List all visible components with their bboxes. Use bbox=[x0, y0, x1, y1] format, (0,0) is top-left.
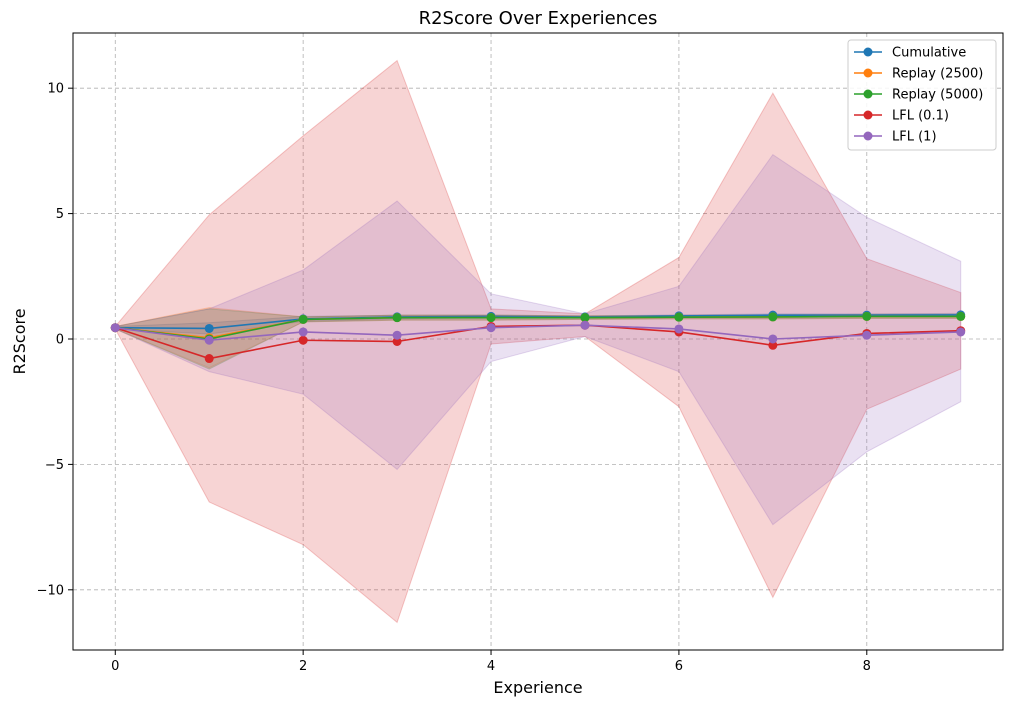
point-replay-5000 bbox=[392, 313, 402, 323]
point-cumulative bbox=[204, 323, 214, 333]
legend-box bbox=[847, 39, 997, 151]
y-tick-label: 10 bbox=[47, 82, 64, 97]
axis-ticks: 0 2 4 6 8 −10 −5 0 5 10 bbox=[37, 82, 871, 674]
legend: Cumulative Replay (2500) Replay (5000) LFL … bbox=[847, 39, 997, 151]
band-lfl-0-1 bbox=[114, 59, 962, 624]
legend-marker-lfl-1 bbox=[863, 131, 873, 141]
point-lfl-0-1 bbox=[298, 335, 308, 345]
point-replay-5000 bbox=[580, 313, 590, 323]
x-axis-label: Experience bbox=[493, 678, 582, 697]
y-tick-label: 0 bbox=[56, 332, 64, 347]
legend-label-lfl-0-1: LFL (0.1) bbox=[892, 109, 949, 124]
plot-frame bbox=[72, 32, 1004, 651]
point-replay-5000 bbox=[298, 314, 308, 324]
point-lfl-0-1 bbox=[204, 354, 214, 364]
point-lfl-1 bbox=[486, 323, 496, 333]
point-replay-5000 bbox=[486, 313, 496, 323]
point-replay-5000 bbox=[956, 311, 966, 321]
band-lfl-1 bbox=[114, 153, 962, 526]
point-replay-5000 bbox=[768, 312, 778, 322]
point-lfl-0-1 bbox=[768, 340, 778, 350]
legend-label-cumulative: Cumulative bbox=[892, 46, 966, 61]
point-replay-5000 bbox=[674, 312, 684, 322]
y-axis-label: R2Score bbox=[10, 308, 29, 374]
legend-marker-replay-5000 bbox=[863, 89, 873, 99]
x-tick-label: 8 bbox=[863, 659, 871, 674]
legend-label-replay-5000: Replay (5000) bbox=[892, 88, 983, 103]
legend-marker-replay-2500 bbox=[863, 68, 873, 78]
point-lfl-1 bbox=[862, 330, 872, 340]
legend-label-lfl-1: LFL (1) bbox=[892, 130, 937, 145]
line-replay-5000 bbox=[115, 315, 961, 340]
point-replay-5000 bbox=[862, 311, 872, 321]
point-lfl-1 bbox=[768, 334, 778, 344]
x-tick-label: 4 bbox=[487, 659, 495, 674]
x-tick-label: 6 bbox=[675, 659, 683, 674]
chart-title: R2Score Over Experiences bbox=[419, 8, 658, 29]
point-lfl-1 bbox=[298, 327, 308, 337]
point-lfl-1 bbox=[392, 330, 402, 340]
point-lfl-1 bbox=[110, 323, 120, 333]
point-lfl-1 bbox=[956, 327, 966, 337]
x-tick-label: 2 bbox=[299, 659, 307, 674]
series-lines bbox=[110, 310, 966, 364]
point-lfl-1 bbox=[674, 324, 684, 334]
point-lfl-1 bbox=[204, 335, 214, 345]
grid bbox=[73, 33, 1003, 650]
line-cumulative bbox=[115, 314, 961, 330]
legend-label-replay-2500: Replay (2500) bbox=[892, 67, 983, 82]
line-lfl-1 bbox=[115, 324, 961, 342]
legend-marker-cumulative bbox=[863, 47, 873, 57]
y-tick-label: −10 bbox=[37, 583, 64, 598]
legend-marker-lfl-0-1 bbox=[863, 110, 873, 120]
y-tick-label: 5 bbox=[56, 207, 64, 222]
x-tick-label: 0 bbox=[111, 659, 119, 674]
point-lfl-0-1 bbox=[392, 337, 402, 346]
point-lfl-1 bbox=[580, 320, 590, 330]
y-tick-label: −5 bbox=[45, 458, 64, 473]
